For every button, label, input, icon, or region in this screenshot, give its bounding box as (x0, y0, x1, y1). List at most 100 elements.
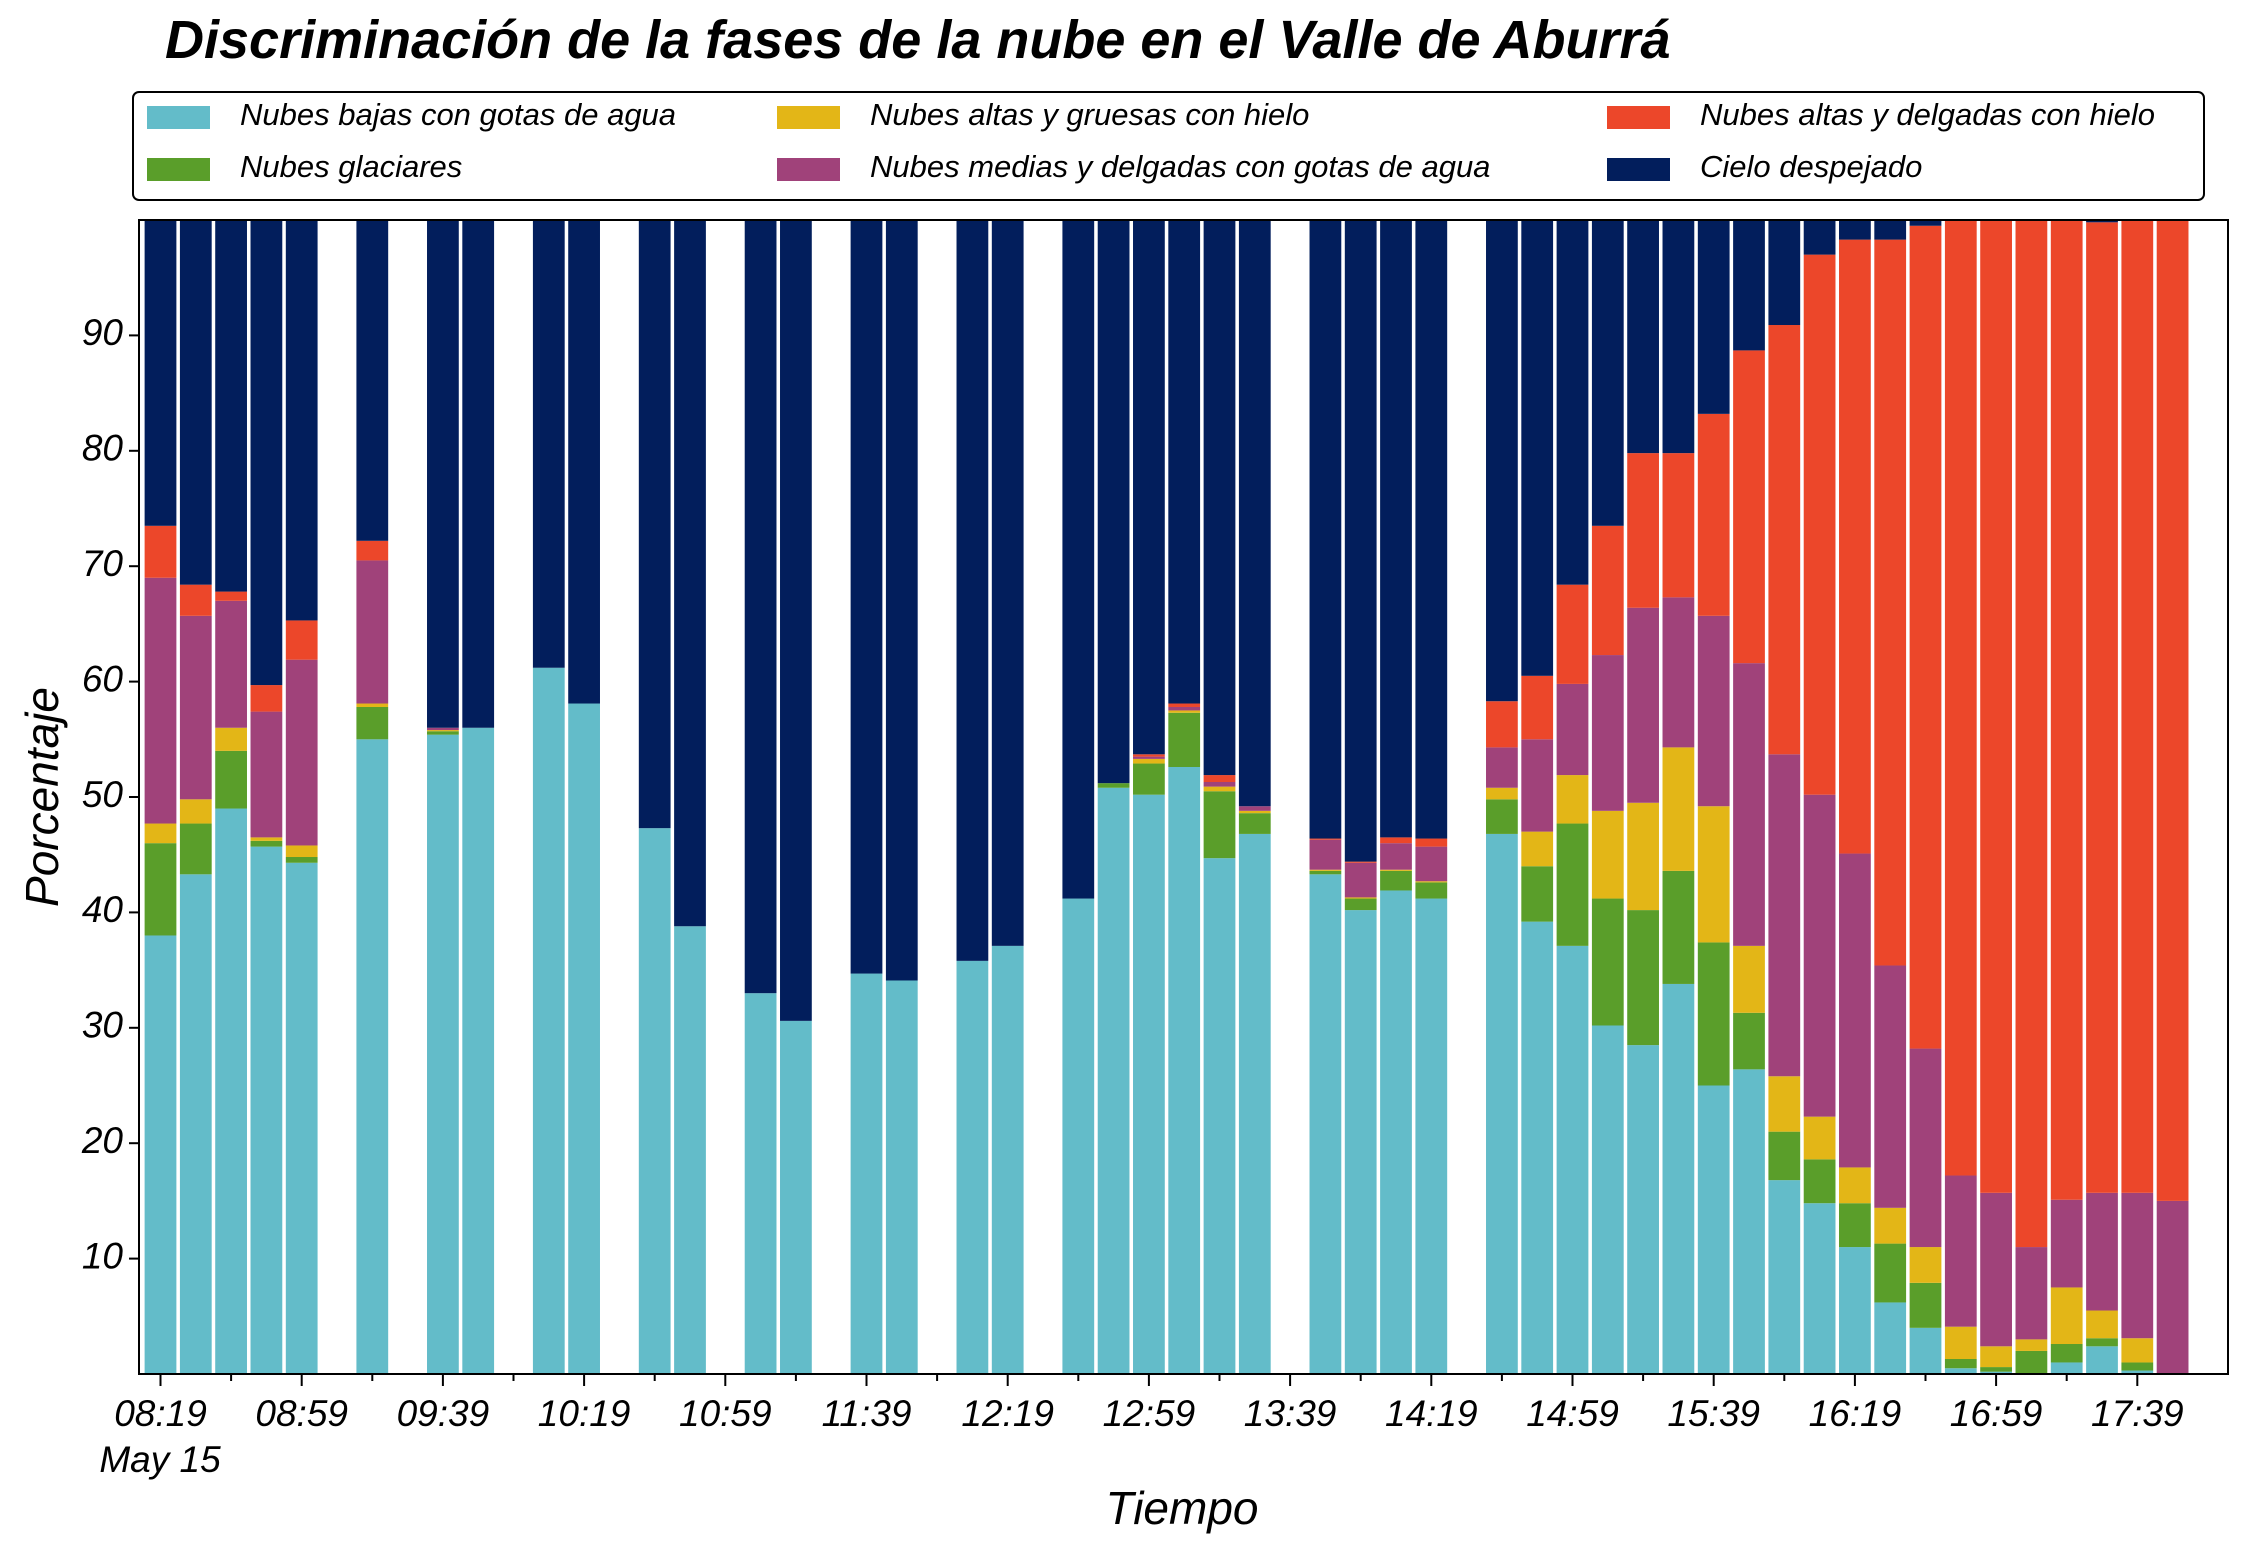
bar-segment (2156, 220, 2189, 1201)
y-tick-label: 60 (82, 658, 124, 699)
bar-segment (1556, 683, 1589, 776)
y-tick-label: 70 (82, 543, 124, 584)
y-axis-label: Porcentaje (16, 687, 68, 907)
bar-segment (1556, 945, 1589, 1374)
bar-segment (1627, 607, 1659, 803)
bar-segment (1909, 220, 1942, 226)
bar-segment (1380, 869, 1412, 871)
bar-segment (2050, 1362, 2083, 1374)
bar-segment (1521, 866, 1554, 922)
y-tick-label: 50 (82, 774, 124, 815)
x-tick-label: 10:19 (538, 1393, 631, 1434)
bar-segment (1768, 754, 1801, 1077)
bar-segment (1486, 220, 1518, 702)
bar-segment (638, 220, 671, 829)
legend-label: Nubes altas y gruesas con hielo (870, 97, 1309, 132)
bar-segment (1909, 1327, 1942, 1374)
bar-segment (1133, 754, 1165, 757)
bar-segment (1839, 1247, 1871, 1374)
bar-segment (1697, 220, 1730, 414)
bar-segment (1168, 766, 1201, 1374)
bar-segment (1556, 584, 1589, 684)
bar-segment (1944, 220, 1977, 1176)
bar-segment (1944, 1368, 1977, 1374)
bar-segment (1486, 701, 1518, 748)
y-tick-label: 80 (82, 428, 124, 469)
bar-segment (144, 577, 177, 824)
legend-label: Cielo despejado (1700, 149, 1922, 184)
bar-segment (2086, 1338, 2118, 1347)
bar-segment (2121, 220, 2154, 1193)
bar-segment (1309, 869, 1342, 871)
bar-segment (250, 837, 283, 841)
bar-segment (1909, 225, 1942, 1049)
bar-segment (780, 1020, 812, 1374)
bar-segment (1874, 1207, 1907, 1244)
bar-segment (1874, 965, 1907, 1208)
bar-segment (1415, 882, 1448, 899)
bar-segment (1097, 220, 1130, 784)
bar-segment (1309, 838, 1342, 840)
bar-segment (1803, 1116, 1836, 1160)
bar-segment (356, 560, 389, 704)
x-tick-label: 12:19 (961, 1393, 1054, 1434)
bar-segment (427, 731, 459, 735)
bar-segment (1415, 898, 1448, 1374)
bar-segment (1768, 1076, 1801, 1132)
bar-segment (1980, 220, 2012, 1193)
bar-segment (250, 840, 283, 847)
bar-segment (1168, 712, 1201, 767)
bar-segment (2086, 1346, 2118, 1374)
legend-swatch (777, 106, 840, 129)
bar-segment (215, 591, 247, 601)
x-tick-label: 08:19 (114, 1393, 207, 1434)
bar-segment (991, 945, 1024, 1374)
bar-segment (1380, 870, 1412, 891)
bar-segment (1203, 791, 1236, 859)
bar-segment (1133, 220, 1165, 755)
plot-frame (138, 219, 2229, 1375)
bar-segment (1839, 1203, 1871, 1248)
bar-segment (1203, 775, 1236, 782)
x-tick-label: 09:39 (397, 1393, 490, 1434)
bar-segment (1697, 806, 1730, 943)
bar-segment (1521, 675, 1554, 740)
bar-segment (144, 823, 177, 844)
x-tick-label: 11:39 (822, 1393, 912, 1434)
bar-segment (1486, 799, 1518, 834)
bar-segment (356, 540, 389, 561)
bar-segment (991, 220, 1024, 946)
bar-segment (1980, 1192, 2012, 1347)
bar-segment (1768, 1180, 1801, 1374)
bar-segment (1980, 1371, 2012, 1374)
bar-segment (1591, 220, 1624, 526)
bar-segment (1874, 1302, 1907, 1374)
x-tick-label: 13:39 (1244, 1393, 1337, 1434)
bar-segment (1344, 910, 1377, 1374)
bar-segment (1238, 220, 1271, 807)
bar-segment (780, 220, 812, 1021)
x-tick-label: 10:59 (679, 1393, 772, 1434)
legend-label: Nubes medias y delgadas con gotas de agu… (870, 149, 1490, 184)
bar-segment (1944, 1326, 1977, 1359)
y-tick-label: 40 (82, 889, 124, 930)
bar-segment (144, 220, 177, 526)
bar-segment (179, 823, 212, 875)
bar-segment (2121, 1338, 2154, 1363)
bar-segment (1238, 810, 1271, 814)
bar-segment (1944, 1358, 1977, 1369)
bar-segment (1380, 843, 1412, 870)
bar-segment (2050, 220, 2083, 1200)
bar-segment (285, 659, 318, 846)
bar-segment (179, 220, 212, 585)
bar-segment (956, 960, 989, 1374)
bar-segment (1839, 220, 1871, 240)
bar-segment (2015, 220, 2048, 1248)
bar-segment (1380, 890, 1412, 1374)
bar-segment (1874, 220, 1907, 240)
bar-segment (1097, 783, 1130, 788)
bar-segment (1309, 220, 1342, 839)
bar-segment (285, 862, 318, 1374)
bar-segment (179, 799, 212, 824)
